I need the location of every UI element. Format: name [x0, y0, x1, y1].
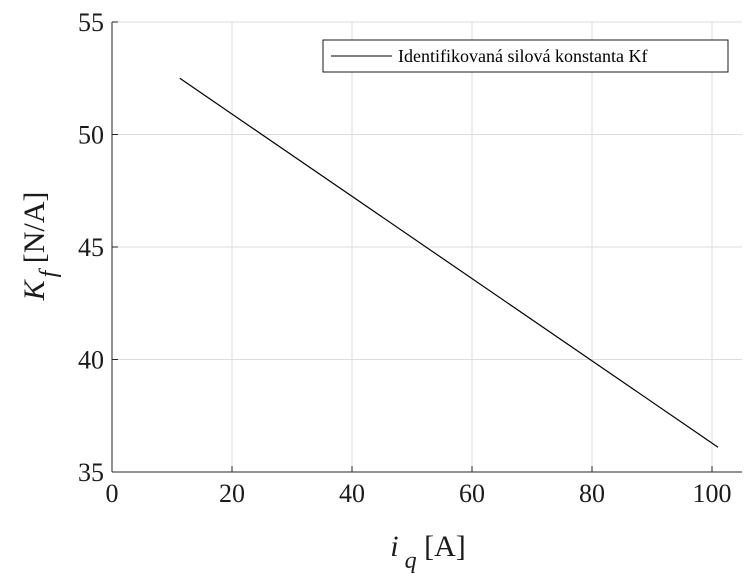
y-tick-label: 35 — [78, 458, 104, 487]
x-tick-label: 0 — [106, 479, 119, 508]
legend-entry-label: Identifikovaná silová konstanta Kf — [398, 46, 647, 66]
y-tick-label: 45 — [78, 233, 104, 262]
x-tick-label: 20 — [219, 479, 245, 508]
x-tick-label: 60 — [459, 479, 485, 508]
y-tick-label: 55 — [78, 8, 104, 37]
x-tick-label: 40 — [339, 479, 365, 508]
x-tick-label: 100 — [693, 479, 732, 508]
y-tick-label: 50 — [78, 121, 104, 150]
y-axis-label: Kf [N/A] — [18, 192, 62, 302]
legend: Identifikovaná silová konstanta Kf — [323, 40, 728, 72]
y-tick-label: 40 — [78, 346, 104, 375]
x-tick-label: 80 — [579, 479, 605, 508]
